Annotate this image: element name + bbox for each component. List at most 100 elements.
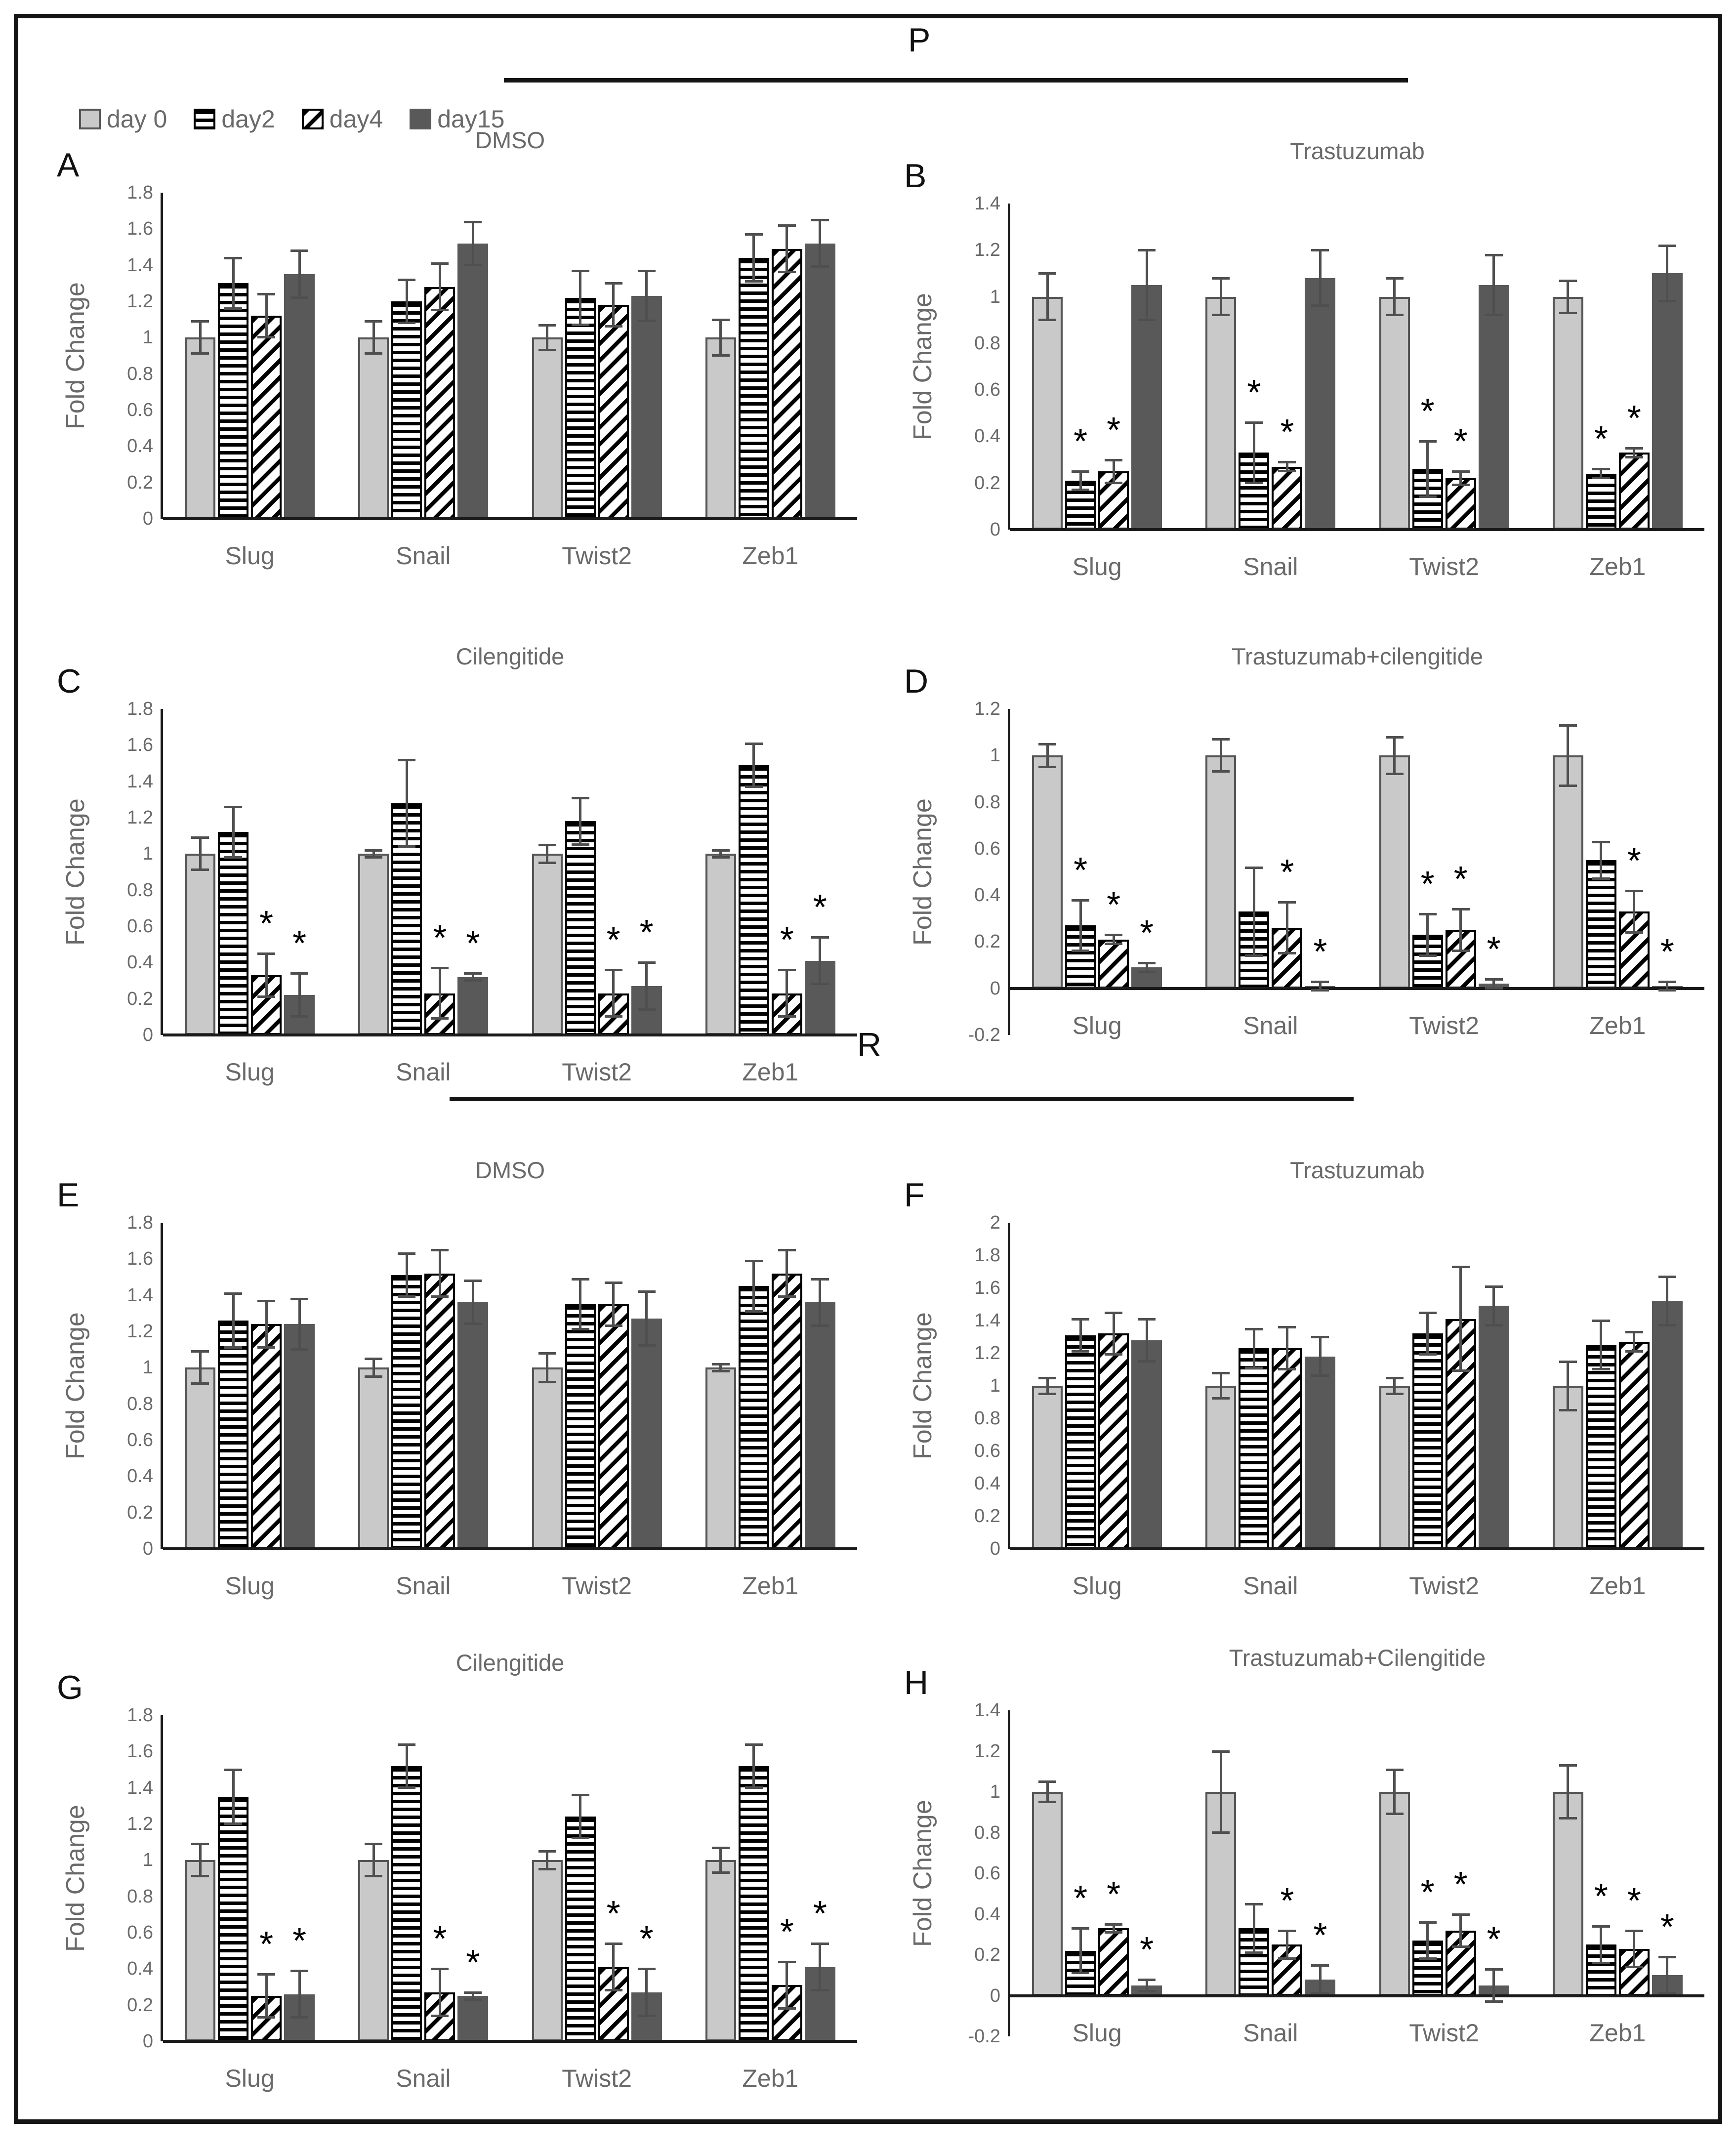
error-bar — [1219, 1751, 1222, 1833]
error-bar-cap-top — [431, 262, 449, 265]
error-bar-cap-bottom — [604, 325, 622, 328]
bar-day0-zeb1 — [705, 337, 736, 519]
error-bar — [265, 1974, 268, 2018]
bar-day4-slug — [251, 975, 282, 1035]
error-bar-cap-bottom — [1451, 950, 1470, 952]
error-bar-cap-top — [1385, 1376, 1404, 1379]
bar-day4-zeb1 — [771, 1273, 802, 1549]
bar-day4-zeb1 — [771, 248, 802, 519]
error-bar-cap-top — [431, 1968, 449, 1971]
y-tick-label: 0 — [142, 1538, 153, 1559]
bar-day0-slug — [1032, 755, 1063, 989]
error-bar-cap-top — [1451, 908, 1470, 911]
y-tick-label: -0.2 — [968, 1025, 1000, 1045]
error-bar-cap-top — [778, 969, 796, 971]
error-bar-cap-bottom — [744, 785, 763, 788]
error-bar — [546, 1851, 549, 1869]
y-tick-label: 1 — [990, 1781, 1000, 1802]
error-bar-cap-top — [538, 324, 556, 327]
error-bar-cap-top — [1658, 1275, 1676, 1278]
bar-day15-snail — [457, 243, 489, 519]
panel-letter: E — [57, 1176, 80, 1214]
bar-day2-zeb1 — [1585, 860, 1616, 989]
significance-asterisk: * — [1420, 391, 1435, 431]
bar-day15-snail — [457, 1302, 489, 1549]
error-bar — [612, 283, 615, 327]
category-label: Zeb1 — [1589, 553, 1646, 580]
error-bar-cap-top — [224, 257, 243, 259]
error-bar-cap-top — [1658, 244, 1676, 247]
error-bar-cap-bottom — [1038, 1800, 1057, 1803]
error-bar — [546, 1353, 549, 1382]
error-bar-cap-top — [191, 1843, 209, 1846]
error-bar-cap-top — [1138, 1978, 1156, 1981]
error-bar — [372, 1359, 375, 1377]
significance-asterisk: * — [1487, 1919, 1501, 1959]
error-bar — [1079, 1319, 1082, 1352]
error-bar-cap-bottom — [1311, 304, 1329, 307]
error-bar-cap-top — [464, 1280, 482, 1282]
error-bar-cap-top — [571, 1278, 589, 1281]
panel-title: Trastuzumab+Cilengitide — [1229, 1645, 1486, 1671]
bar-day15-snail — [457, 977, 489, 1035]
bar-day15-snail — [457, 1996, 489, 2041]
error-bar — [298, 250, 301, 298]
panel-title: Trastuzumab — [1290, 138, 1425, 164]
legend-item-day15: day15 — [410, 105, 504, 133]
error-bar-cap-bottom — [1278, 1368, 1296, 1370]
error-bar-cap-bottom — [398, 1295, 416, 1298]
category-label: Snail — [1243, 1011, 1298, 1039]
bar-day0-snail — [358, 337, 389, 519]
y-tick-label: 0 — [142, 508, 153, 529]
significance-asterisk: * — [1107, 410, 1121, 450]
y-tick-label: 1.6 — [127, 218, 153, 240]
significance-asterisk: * — [433, 1919, 447, 1959]
error-bar — [719, 850, 722, 858]
significance-asterisk: * — [1453, 1864, 1468, 1904]
error-bar — [471, 1992, 474, 2000]
error-bar-cap-top — [1485, 1968, 1503, 1971]
y-tick-label: 0.4 — [127, 1958, 153, 1980]
bar-day15-zeb1 — [804, 243, 835, 519]
error-bar-cap-bottom — [1559, 1408, 1577, 1411]
bar-day4-snail — [1272, 1348, 1303, 1549]
error-bar — [1145, 1979, 1148, 1992]
error-bar-cap-bottom — [1418, 1957, 1437, 1960]
error-bar — [232, 1293, 235, 1348]
error-bar-cap-top — [1485, 253, 1503, 256]
error-bar-cap-top — [1072, 1927, 1090, 1930]
error-bar — [579, 1795, 582, 1839]
error-bar-cap-top — [1625, 1331, 1643, 1334]
error-bar — [1600, 1321, 1603, 1369]
error-bar-cap-top — [1138, 961, 1156, 964]
y-tick-label: 0 — [142, 2031, 153, 2052]
error-bar — [546, 845, 549, 863]
section-r-underline — [450, 1097, 1354, 1101]
error-bar-cap-top — [1245, 1902, 1263, 1905]
error-bar-cap-bottom — [1072, 1972, 1090, 1975]
error-bar-cap-bottom — [1485, 314, 1503, 317]
error-bar-cap-top — [637, 1290, 656, 1293]
bar-day15-slug — [1131, 1340, 1162, 1549]
panel-letter: A — [57, 146, 80, 184]
error-bar — [1219, 278, 1222, 316]
category-label: Snail — [1243, 553, 1298, 580]
y-tick-label: 0.6 — [127, 400, 153, 420]
bar-day0-zeb1 — [705, 854, 736, 1035]
error-bar-cap-bottom — [464, 1998, 482, 2001]
error-bar-cap-top — [1559, 1360, 1577, 1363]
y-axis-label: Fold Change — [909, 293, 937, 440]
error-bar — [1112, 1312, 1115, 1355]
error-bar-cap-top — [257, 293, 276, 296]
y-tick-label: 0.8 — [974, 1408, 1000, 1429]
error-bar-cap-top — [1038, 272, 1057, 275]
error-bar — [1459, 909, 1462, 951]
panel-letter: F — [904, 1176, 925, 1214]
error-bar-cap-top — [538, 844, 556, 846]
category-label: Snail — [396, 542, 451, 570]
error-bar — [1319, 1337, 1322, 1376]
error-bar — [785, 1961, 788, 2009]
significance-asterisk: * — [606, 1894, 620, 1934]
panel-title: DMSO — [475, 1157, 545, 1183]
error-bar — [752, 234, 755, 282]
